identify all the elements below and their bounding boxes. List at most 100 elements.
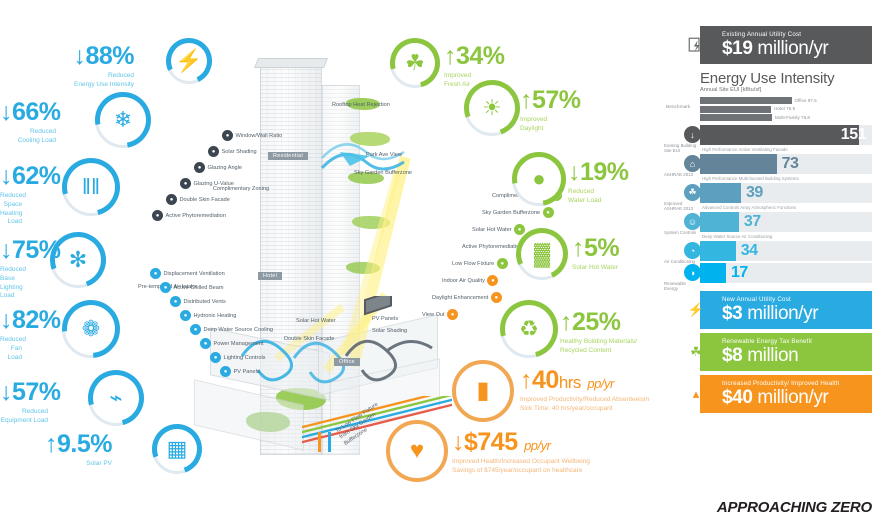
ring-glyph: ❁ — [81, 316, 101, 341]
eui-value: 151 — [840, 126, 867, 143]
sky-garden-3 — [348, 172, 384, 184]
leaf-circle-icon: ☘ — [684, 184, 701, 201]
person-icon: ▴ — [692, 386, 700, 401]
eui-track: 37 — [700, 212, 872, 232]
benchmark-label: Multi-Family 76.8 — [775, 114, 810, 120]
metric-label-blue-5: ↓57% Reduced Equipment Load — [0, 380, 61, 426]
pin-label: Sky Garden Bufferzone — [482, 209, 541, 216]
metric-sub: Healthy Building Materials/Recycled Cont… — [560, 338, 637, 354]
label-rooftop-heat-rejection: Rooftop Heat Rejection — [332, 102, 390, 108]
label-solar-shading-center: Solar Shading — [372, 328, 408, 334]
metric-ring: ▮ — [452, 360, 514, 422]
pin-chilled-beam-icon: ● Active Chilled Beam — [160, 282, 224, 293]
eui-row: ◑ Renewable Energy 17 — [664, 263, 872, 291]
ring-track — [62, 300, 120, 358]
eui-value: 17 — [731, 264, 748, 281]
metric-label-blue-1: ↓66% Reduced Cooling Load — [0, 100, 61, 146]
ring-track — [512, 152, 566, 206]
eui-bar — [700, 183, 741, 203]
existing-cost-unit: million/yr — [757, 38, 829, 59]
benchmark-label: Office 97.6 — [794, 97, 817, 103]
metric-value: ↓$745 pp/yr — [452, 428, 551, 456]
label-solar-hot-water-center: Solar Hot Water — [296, 318, 336, 324]
eui-track: 73 — [700, 154, 872, 174]
metric-label-blue-6: ↑9.5% Solar PV — [0, 432, 112, 469]
metric-value: ↓82% — [0, 306, 61, 334]
benchmark-row: Multi-Family 76.8 — [700, 114, 872, 121]
pin-distributed-vent-icon: ● Distributed Vents — [170, 296, 226, 307]
result-card: ⚡ New Annual Utility Cost $3 million/yr — [688, 291, 872, 329]
ring-track — [166, 38, 212, 84]
glazing-icon: ● — [194, 162, 205, 173]
ring-track — [62, 158, 120, 216]
pin-label: Glazing Angle — [207, 164, 243, 171]
lighting-control-icon: ● — [210, 352, 221, 363]
pin-plant-icon: ● Active Phytoremediation — [152, 210, 226, 221]
distributed-vent-icon: ● — [170, 296, 181, 307]
pv-icon: ● — [220, 366, 231, 377]
metric-value: ↑25% — [560, 308, 621, 336]
result-value: $40 million/yr — [722, 388, 866, 407]
metric-ring: ▦ — [143, 415, 211, 483]
label-complimentary-zoning-left: Complimentary Zoning — [212, 186, 270, 192]
pin-label: View Out — [422, 311, 445, 318]
metric-per: pp/yr — [524, 438, 551, 453]
eui-row: ⌂ ASHRAE 2013 73 — [664, 154, 872, 177]
pin-label: Active Phytoremediation — [462, 243, 523, 250]
house-leaf-icon: ⌂ — [684, 155, 701, 172]
ground-stripes — [302, 396, 452, 444]
existing-cost-amount: $19 — [722, 38, 753, 59]
metric-label-green-0: ↑34% Improved Fresh Air — [444, 44, 554, 90]
eui-value: 34 — [740, 242, 758, 259]
result-amount: $8 — [722, 345, 743, 366]
metric-value: ↓75% — [0, 236, 61, 264]
pin-label: Daylight Enhancement — [432, 294, 489, 301]
metric-label-blue-4: ↓82% Reduced Fan Load — [0, 306, 61, 362]
eui-track: 39 — [700, 183, 872, 203]
ring-glyph: ‖‖ — [81, 174, 101, 199]
airflow-diagram — [240, 339, 433, 384]
metric-label-green-2: ↓19% Reduced Water Load — [568, 160, 678, 206]
eui-row: ↓ Existing Building Site EUI 151 — [664, 125, 872, 153]
metric-value: ↓62% — [0, 162, 61, 190]
metric-label-blue-3: ↓75% Reduced Base Lighting Load — [0, 236, 61, 301]
arrow-up-orange — [318, 432, 321, 452]
eui-subtitle: Annual Site EUI [kBtu/sf] — [700, 87, 762, 93]
eui-category-label: Air Conditioning — [664, 259, 695, 264]
building-illustration: Residential Hotel Office Office Rooftop … — [102, 40, 570, 490]
ring-track — [386, 420, 448, 482]
pin-label: Glazing U-Value — [193, 180, 234, 187]
eui-bar — [700, 241, 736, 261]
solar-hot-water-icon: ● — [514, 224, 526, 235]
eui-step-note: High Performance Multi-faceted Building … — [702, 176, 799, 181]
ring-track — [95, 92, 151, 148]
benchmark-group: Benchmark Office 97.6 Hotel 75.8 Multi-Fami… — [666, 97, 872, 121]
result-label: Increased Productivity/ Improved Health — [722, 380, 840, 387]
eui-category-label: ASHRAE 2013 — [664, 172, 694, 177]
ring-glyph: ☘ — [405, 50, 425, 75]
eui-title: Energy Use Intensity — [700, 70, 835, 87]
pin-solar-hot-water-icon: ● Solar Hot Water — [472, 224, 526, 235]
metric-label-green-3: ↑5% Solar Hot Water — [572, 236, 682, 273]
metric-sub: Reduced Equipment Load — [0, 408, 48, 424]
benchmark-label: Hotel 75.8 — [774, 106, 796, 111]
metric-value: ↑34% — [444, 42, 505, 70]
result-unit: million/yr — [747, 303, 819, 324]
eui-row: ◔ Air Conditioning 34 — [664, 241, 872, 264]
pin-vent-icon: ● Displacement Ventilation — [150, 268, 225, 279]
ring-track — [88, 370, 144, 426]
metric-sub: Reduced Fan Load — [0, 336, 27, 361]
person-gear-icon: ☺ — [684, 213, 701, 230]
eui-bar — [700, 263, 726, 283]
ring-glyph: ▮ — [476, 377, 490, 404]
metric-unit: hrs — [558, 373, 582, 392]
ring-track — [464, 80, 520, 136]
metric-value: ↑5% — [572, 234, 620, 262]
result-amount: $40 — [722, 387, 753, 408]
lightning-bill-icon — [686, 35, 706, 55]
pie-chart-icon: ◔ — [684, 242, 701, 259]
metric-sub: Reduced Water Load — [568, 188, 602, 204]
air-quality-icon: ● — [487, 275, 499, 286]
facade-icon: ● — [166, 194, 177, 205]
result-label: Renewable Energy Tax Benefit — [722, 338, 813, 345]
